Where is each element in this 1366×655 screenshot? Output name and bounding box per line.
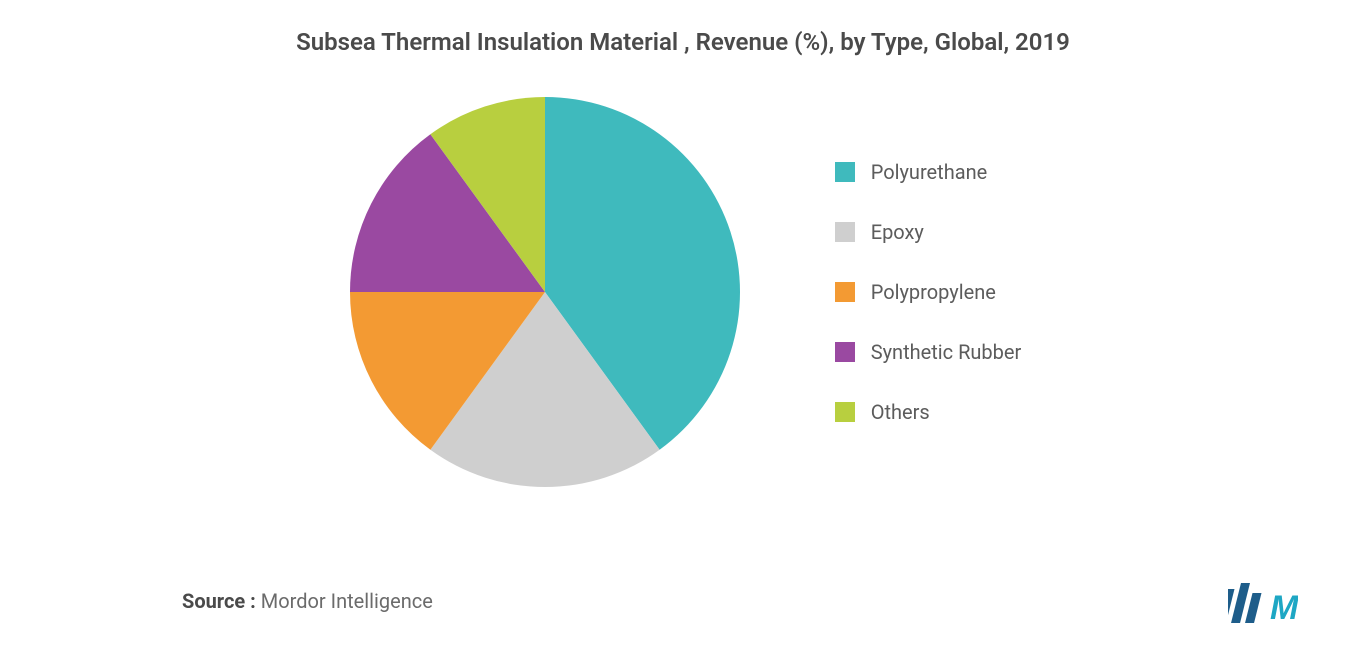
legend-swatch (835, 342, 855, 362)
legend-label: Others (871, 400, 930, 424)
legend-label: Polyurethane (871, 160, 988, 184)
chart-container: Subsea Thermal Insulation Material , Rev… (0, 0, 1366, 655)
legend-swatch (835, 162, 855, 182)
legend-label: Synthetic Rubber (871, 340, 1022, 364)
legend-label: Epoxy (871, 220, 924, 244)
legend-item: Polypropylene (835, 280, 1022, 304)
legend-item: Synthetic Rubber (835, 340, 1022, 364)
legend: Polyurethane Epoxy Polypropylene Synthetic … (835, 160, 1022, 424)
legend-swatch (835, 402, 855, 422)
source-line: Source : Mordor Intelligence (182, 589, 433, 613)
legend-item: Polyurethane (835, 160, 1022, 184)
svg-text:MI: MI (1270, 589, 1298, 623)
legend-item: Others (835, 400, 1022, 424)
chart-row: Polyurethane Epoxy Polypropylene Synthetic … (80, 92, 1286, 492)
legend-swatch (835, 222, 855, 242)
brand-logo: MI (1228, 579, 1298, 623)
source-label: Source : (182, 589, 256, 613)
source-value: Mordor Intelligence (261, 589, 433, 613)
legend-item: Epoxy (835, 220, 1022, 244)
chart-title: Subsea Thermal Insulation Material , Rev… (80, 28, 1286, 56)
pie-chart (345, 92, 745, 492)
legend-swatch (835, 282, 855, 302)
legend-label: Polypropylene (871, 280, 996, 304)
